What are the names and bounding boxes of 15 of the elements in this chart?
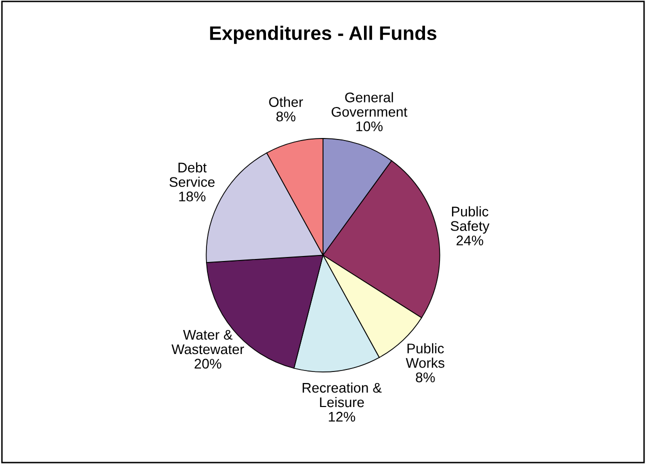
- data-label: 12%: [328, 412, 356, 422]
- data-label: 10%: [356, 121, 383, 132]
- data-label: 24%: [456, 236, 484, 246]
- chart-title: Expenditures - All Funds: [210, 26, 436, 44]
- data-label: 18%: [179, 192, 206, 202]
- slice-label: Water & Wastewater: [172, 330, 244, 354]
- slice-label: General Government: [332, 92, 408, 117]
- slice-label: Recreation & Leisure: [302, 382, 382, 408]
- slice-label: Public Safety: [450, 206, 490, 234]
- data-label: 20%: [194, 358, 222, 369]
- slice-label: Public Works: [406, 343, 444, 368]
- slice-label: Other: [269, 96, 303, 107]
- data-label: 8%: [276, 112, 296, 122]
- data-label: 8%: [416, 372, 435, 382]
- slice-label: Debt Service: [170, 162, 215, 187]
